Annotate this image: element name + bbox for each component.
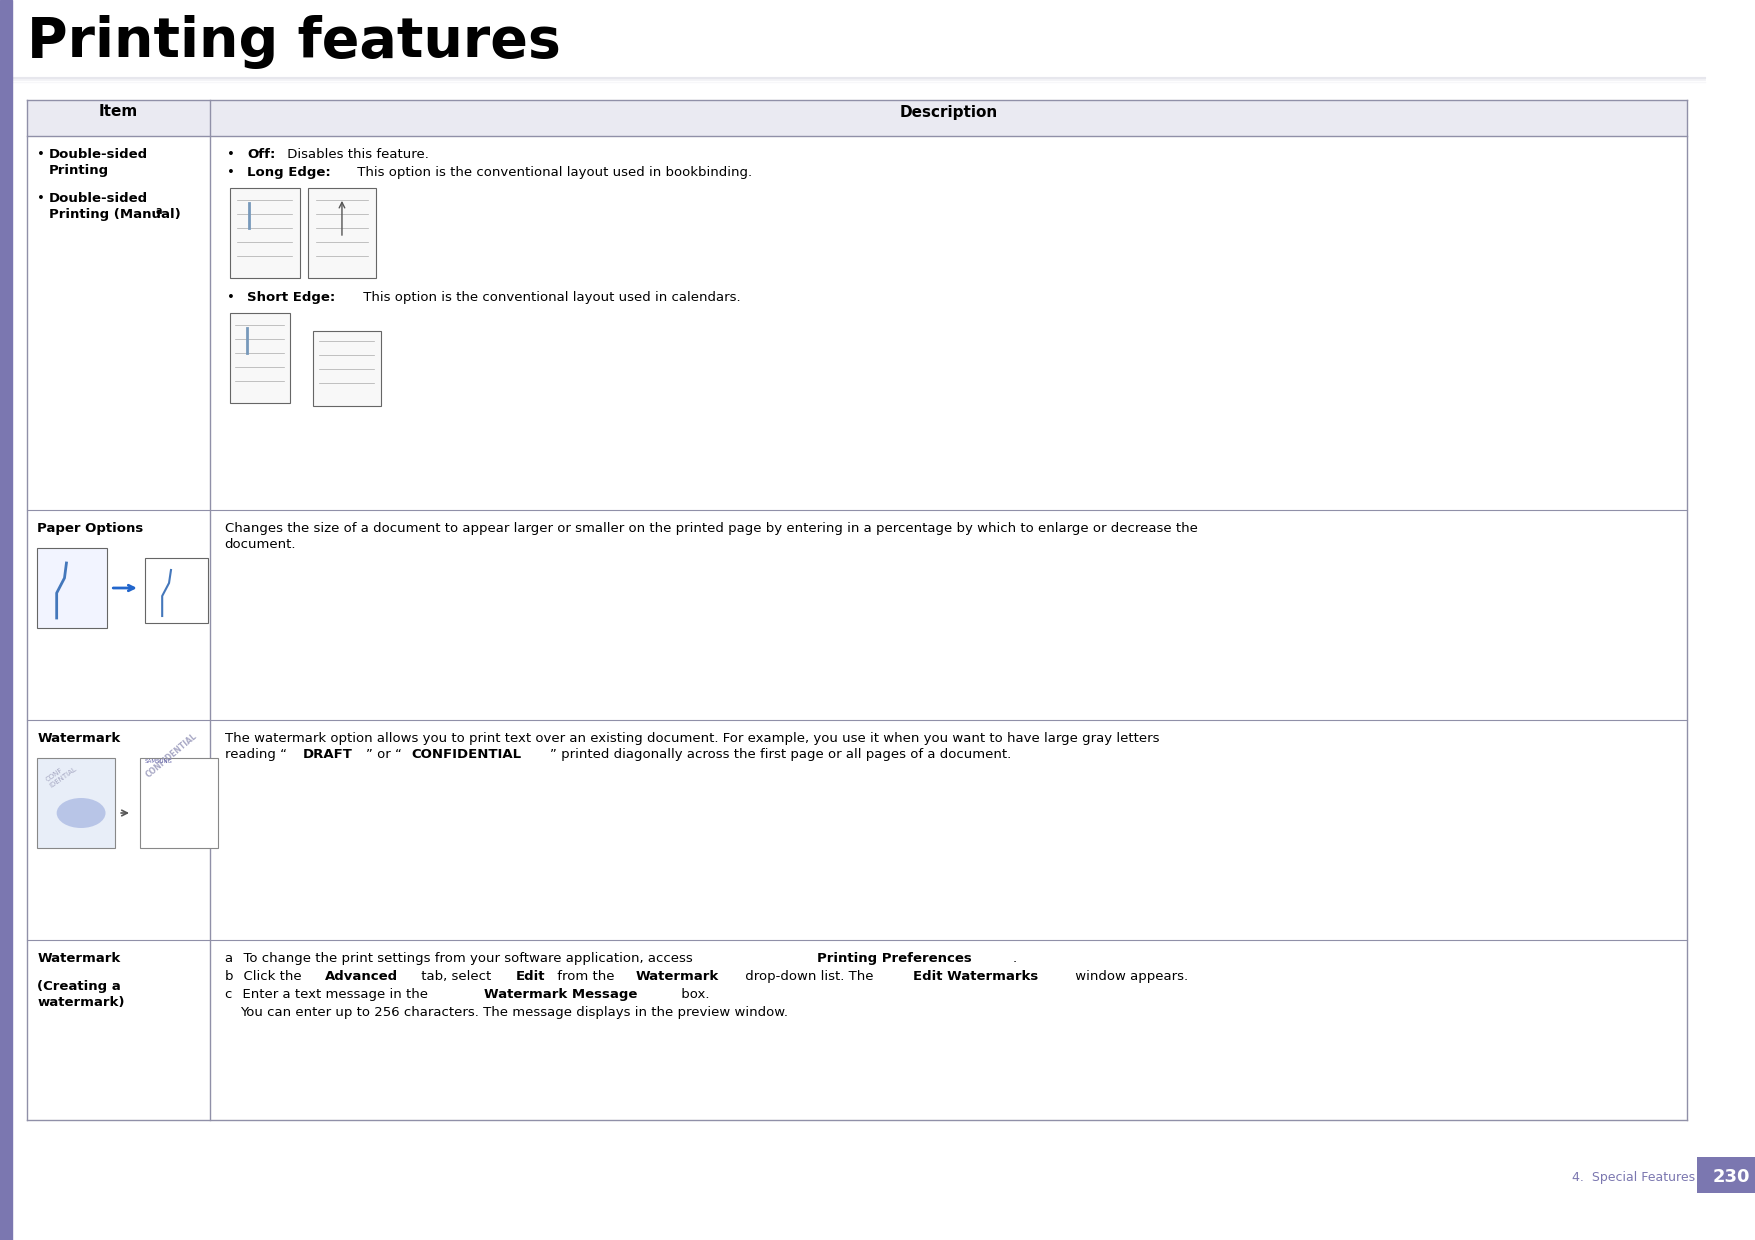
Text: document.: document. (225, 538, 297, 551)
Text: a: a (225, 952, 233, 965)
Bar (37, 548, 107, 627)
Text: window appears.: window appears. (1071, 970, 1188, 983)
Text: box.: box. (677, 988, 709, 1001)
Text: CONF
IDENTIAL: CONF IDENTIAL (46, 760, 79, 789)
Ellipse shape (56, 799, 105, 828)
Text: Advanced: Advanced (325, 970, 398, 983)
Text: Disables this feature.: Disables this feature. (283, 148, 428, 161)
Bar (230, 188, 300, 278)
Text: Watermark: Watermark (37, 732, 121, 745)
Text: CONFIDENTIAL: CONFIDENTIAL (411, 748, 521, 761)
Text: You can enter up to 256 characters. The message displays in the preview window.: You can enter up to 256 characters. The … (240, 1006, 788, 1019)
Text: •: • (37, 192, 46, 205)
Bar (0, 0, 12, 1240)
Text: Paper Options: Paper Options (37, 522, 144, 534)
Text: SAMSUNG: SAMSUNG (144, 759, 172, 764)
Text: c: c (225, 988, 232, 1001)
Text: Edit Watermarks: Edit Watermarks (913, 970, 1039, 983)
Text: b: b (225, 970, 233, 983)
Text: Printing (Manual): Printing (Manual) (49, 208, 181, 221)
Text: reading “: reading “ (225, 748, 286, 761)
Bar (144, 558, 209, 622)
Text: •: • (226, 148, 242, 161)
Text: Item: Item (98, 104, 139, 119)
Text: Short Edge:: Short Edge: (247, 291, 335, 304)
Text: Edit: Edit (516, 970, 546, 983)
Text: 230: 230 (1713, 1168, 1750, 1185)
Text: CONFIDENTIAL: CONFIDENTIAL (144, 732, 200, 780)
Text: 4.  Special Features: 4. Special Features (1572, 1171, 1695, 1183)
Text: Watermark Message: Watermark Message (484, 988, 637, 1001)
Text: Enter a text message in the: Enter a text message in the (233, 988, 432, 1001)
Text: •: • (226, 166, 242, 179)
Text: ” printed diagonally across the first page or all pages of a document.: ” printed diagonally across the first pa… (549, 748, 1011, 761)
Text: (Creating a: (Creating a (37, 980, 121, 993)
Text: Long Edge:: Long Edge: (247, 166, 332, 179)
Text: tab, select: tab, select (418, 970, 495, 983)
Text: Double-sided: Double-sided (49, 148, 147, 161)
Text: This option is the conventional layout used in bookbinding.: This option is the conventional layout u… (353, 166, 753, 179)
Text: Printing features: Printing features (28, 15, 562, 69)
Text: Off:: Off: (247, 148, 276, 161)
Text: Click the: Click the (235, 970, 307, 983)
Text: drop-down list. The: drop-down list. The (741, 970, 878, 983)
Bar (140, 758, 218, 848)
Bar (1697, 1157, 1755, 1193)
Bar (37, 758, 116, 848)
Text: Printing: Printing (49, 164, 109, 177)
Text: •: • (226, 291, 242, 304)
Text: Watermark: Watermark (37, 952, 121, 965)
Text: DRAFT: DRAFT (304, 748, 353, 761)
Text: Double-sided: Double-sided (49, 192, 147, 205)
Text: Watermark: Watermark (635, 970, 720, 983)
Text: The watermark option allows you to print text over an existing document. For exa: The watermark option allows you to print… (225, 732, 1160, 745)
Text: watermark): watermark) (37, 996, 125, 1009)
Text: This option is the conventional layout used in calendars.: This option is the conventional layout u… (358, 291, 741, 304)
Text: Description: Description (900, 104, 999, 119)
Text: .: . (1013, 952, 1016, 965)
Text: Printing Preferences: Printing Preferences (818, 952, 972, 965)
Text: ” or “: ” or “ (365, 748, 402, 761)
Text: To change the print settings from your software application, access: To change the print settings from your s… (235, 952, 697, 965)
Text: •: • (37, 148, 46, 161)
Bar (312, 331, 381, 405)
Bar (307, 188, 376, 278)
Text: a: a (156, 206, 161, 216)
Text: Changes the size of a document to appear larger or smaller on the printed page b: Changes the size of a document to appear… (225, 522, 1197, 534)
Bar (28, 100, 1687, 136)
Text: from the: from the (553, 970, 620, 983)
Bar (230, 312, 290, 403)
